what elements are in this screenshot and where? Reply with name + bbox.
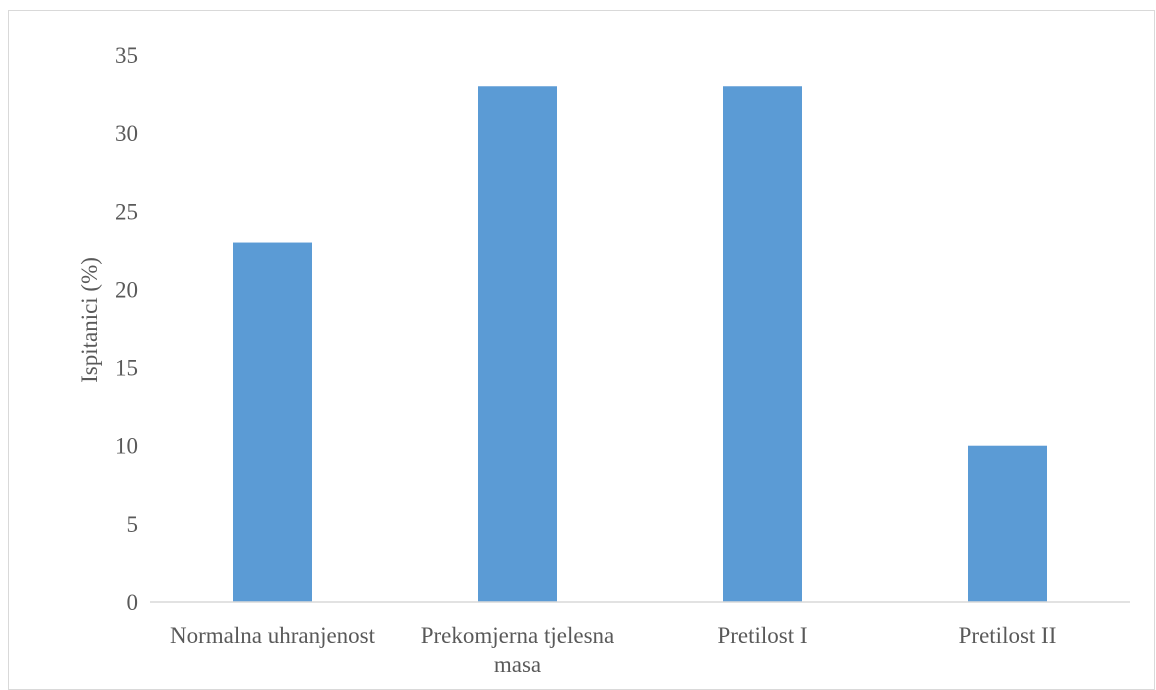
bar xyxy=(723,86,802,602)
y-tick-label: 25 xyxy=(115,199,138,224)
x-category-label-line: Normalna uhranjenost xyxy=(170,623,376,648)
y-tick-label: 30 xyxy=(115,121,138,146)
bar-chart: Ispitanici (%) 0 5 10 15 20 25 30 35 Normalna u… xyxy=(77,43,1130,676)
x-category-label-line: Pretilost II xyxy=(959,623,1057,648)
bar xyxy=(478,86,557,602)
x-category-label-line: masa xyxy=(494,652,541,676)
y-axis-title: Ispitanici (%) xyxy=(77,257,102,383)
bars xyxy=(233,86,1047,603)
x-category-label-line: Pretilost I xyxy=(717,623,807,648)
x-axis-labels: Normalna uhranjenost Prekomjerna tjelesna… xyxy=(170,623,1056,676)
bar xyxy=(968,445,1047,602)
y-tick-label: 35 xyxy=(115,43,138,68)
y-axis-ticks: 0 5 10 15 20 25 30 35 xyxy=(115,43,138,615)
x-category-label-line: Prekomjerna tjelesna xyxy=(421,623,615,648)
bar xyxy=(233,242,312,603)
y-tick-label: 15 xyxy=(115,356,138,381)
x-category-label: Pretilost I xyxy=(717,623,807,648)
y-tick-label: 0 xyxy=(127,590,139,615)
x-category-label: Prekomjerna tjelesna masa xyxy=(421,623,615,676)
x-category-label: Pretilost II xyxy=(959,623,1057,648)
x-category-label: Normalna uhranjenost xyxy=(170,623,376,648)
y-tick-label: 5 xyxy=(127,512,139,537)
y-axis-title-group: Ispitanici (%) xyxy=(77,257,102,383)
y-tick-label: 20 xyxy=(115,277,138,302)
y-tick-label: 10 xyxy=(115,434,138,459)
